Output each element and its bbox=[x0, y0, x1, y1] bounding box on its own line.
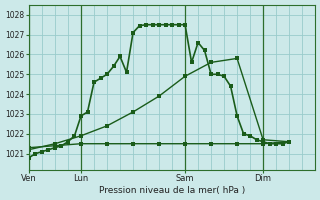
X-axis label: Pression niveau de la mer( hPa ): Pression niveau de la mer( hPa ) bbox=[99, 186, 245, 195]
